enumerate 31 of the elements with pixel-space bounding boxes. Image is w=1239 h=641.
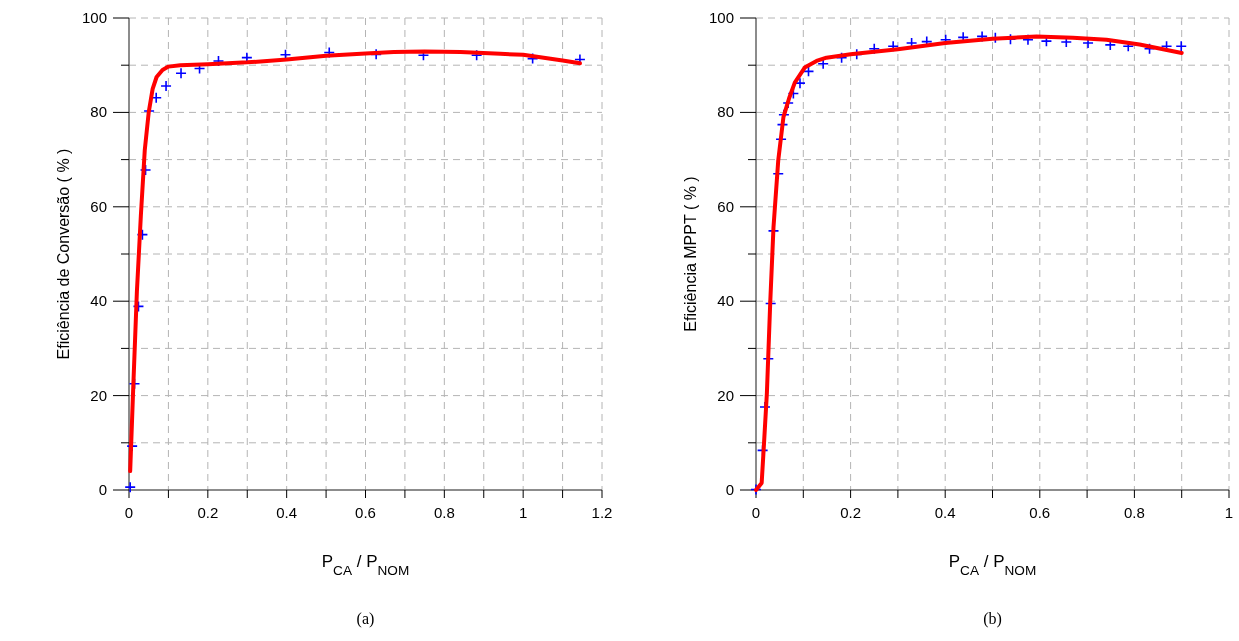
y-tick-label: 60	[717, 197, 734, 215]
x-tick-label: 1.2	[591, 504, 613, 521]
y-tick-label: 0	[98, 481, 107, 498]
y-axis-title: Eficiência de Conversão ( % )	[55, 148, 72, 360]
x-tick-label: 0.4	[934, 504, 956, 521]
y-tick-label: 100	[708, 9, 734, 26]
x-tick-label: 1	[1224, 504, 1234, 521]
x-tick-label: 0	[751, 504, 761, 521]
y-tick-label: 80	[90, 103, 107, 121]
x-axis-title: P$_{CA}$ / P$_{NOM}$	[321, 552, 410, 578]
y-tick-label: 60	[90, 197, 107, 215]
y-tick-label: 40	[90, 292, 107, 310]
x-tick-label: 0.6	[355, 504, 376, 521]
y-tick-label: 100	[81, 9, 107, 26]
x-tick-label: 1	[518, 504, 528, 521]
x-tick-label: 0.6	[1029, 504, 1051, 521]
x-tick-label: 0.8	[1123, 504, 1145, 521]
text: (a)	[356, 610, 375, 628]
x-tick-label: 0.2	[840, 504, 862, 521]
x-axis-title: P$_{CA}$ / P$_{NOM}$	[948, 552, 1037, 578]
x-tick-label: 0.2	[197, 504, 219, 521]
y-axis-title: Eficiência MPPT ( % )	[682, 176, 699, 332]
text: (b)	[983, 610, 1002, 628]
y-tick-label: 40	[717, 292, 734, 310]
x-tick-label: 0.8	[433, 504, 455, 521]
y-tick-label: 20	[717, 386, 734, 404]
y-tick-label: 80	[717, 103, 734, 121]
y-tick-label: 0	[725, 481, 734, 498]
x-tick-label: 0	[124, 504, 134, 521]
y-tick-label: 20	[90, 386, 107, 404]
x-tick-label: 0.4	[276, 504, 298, 521]
